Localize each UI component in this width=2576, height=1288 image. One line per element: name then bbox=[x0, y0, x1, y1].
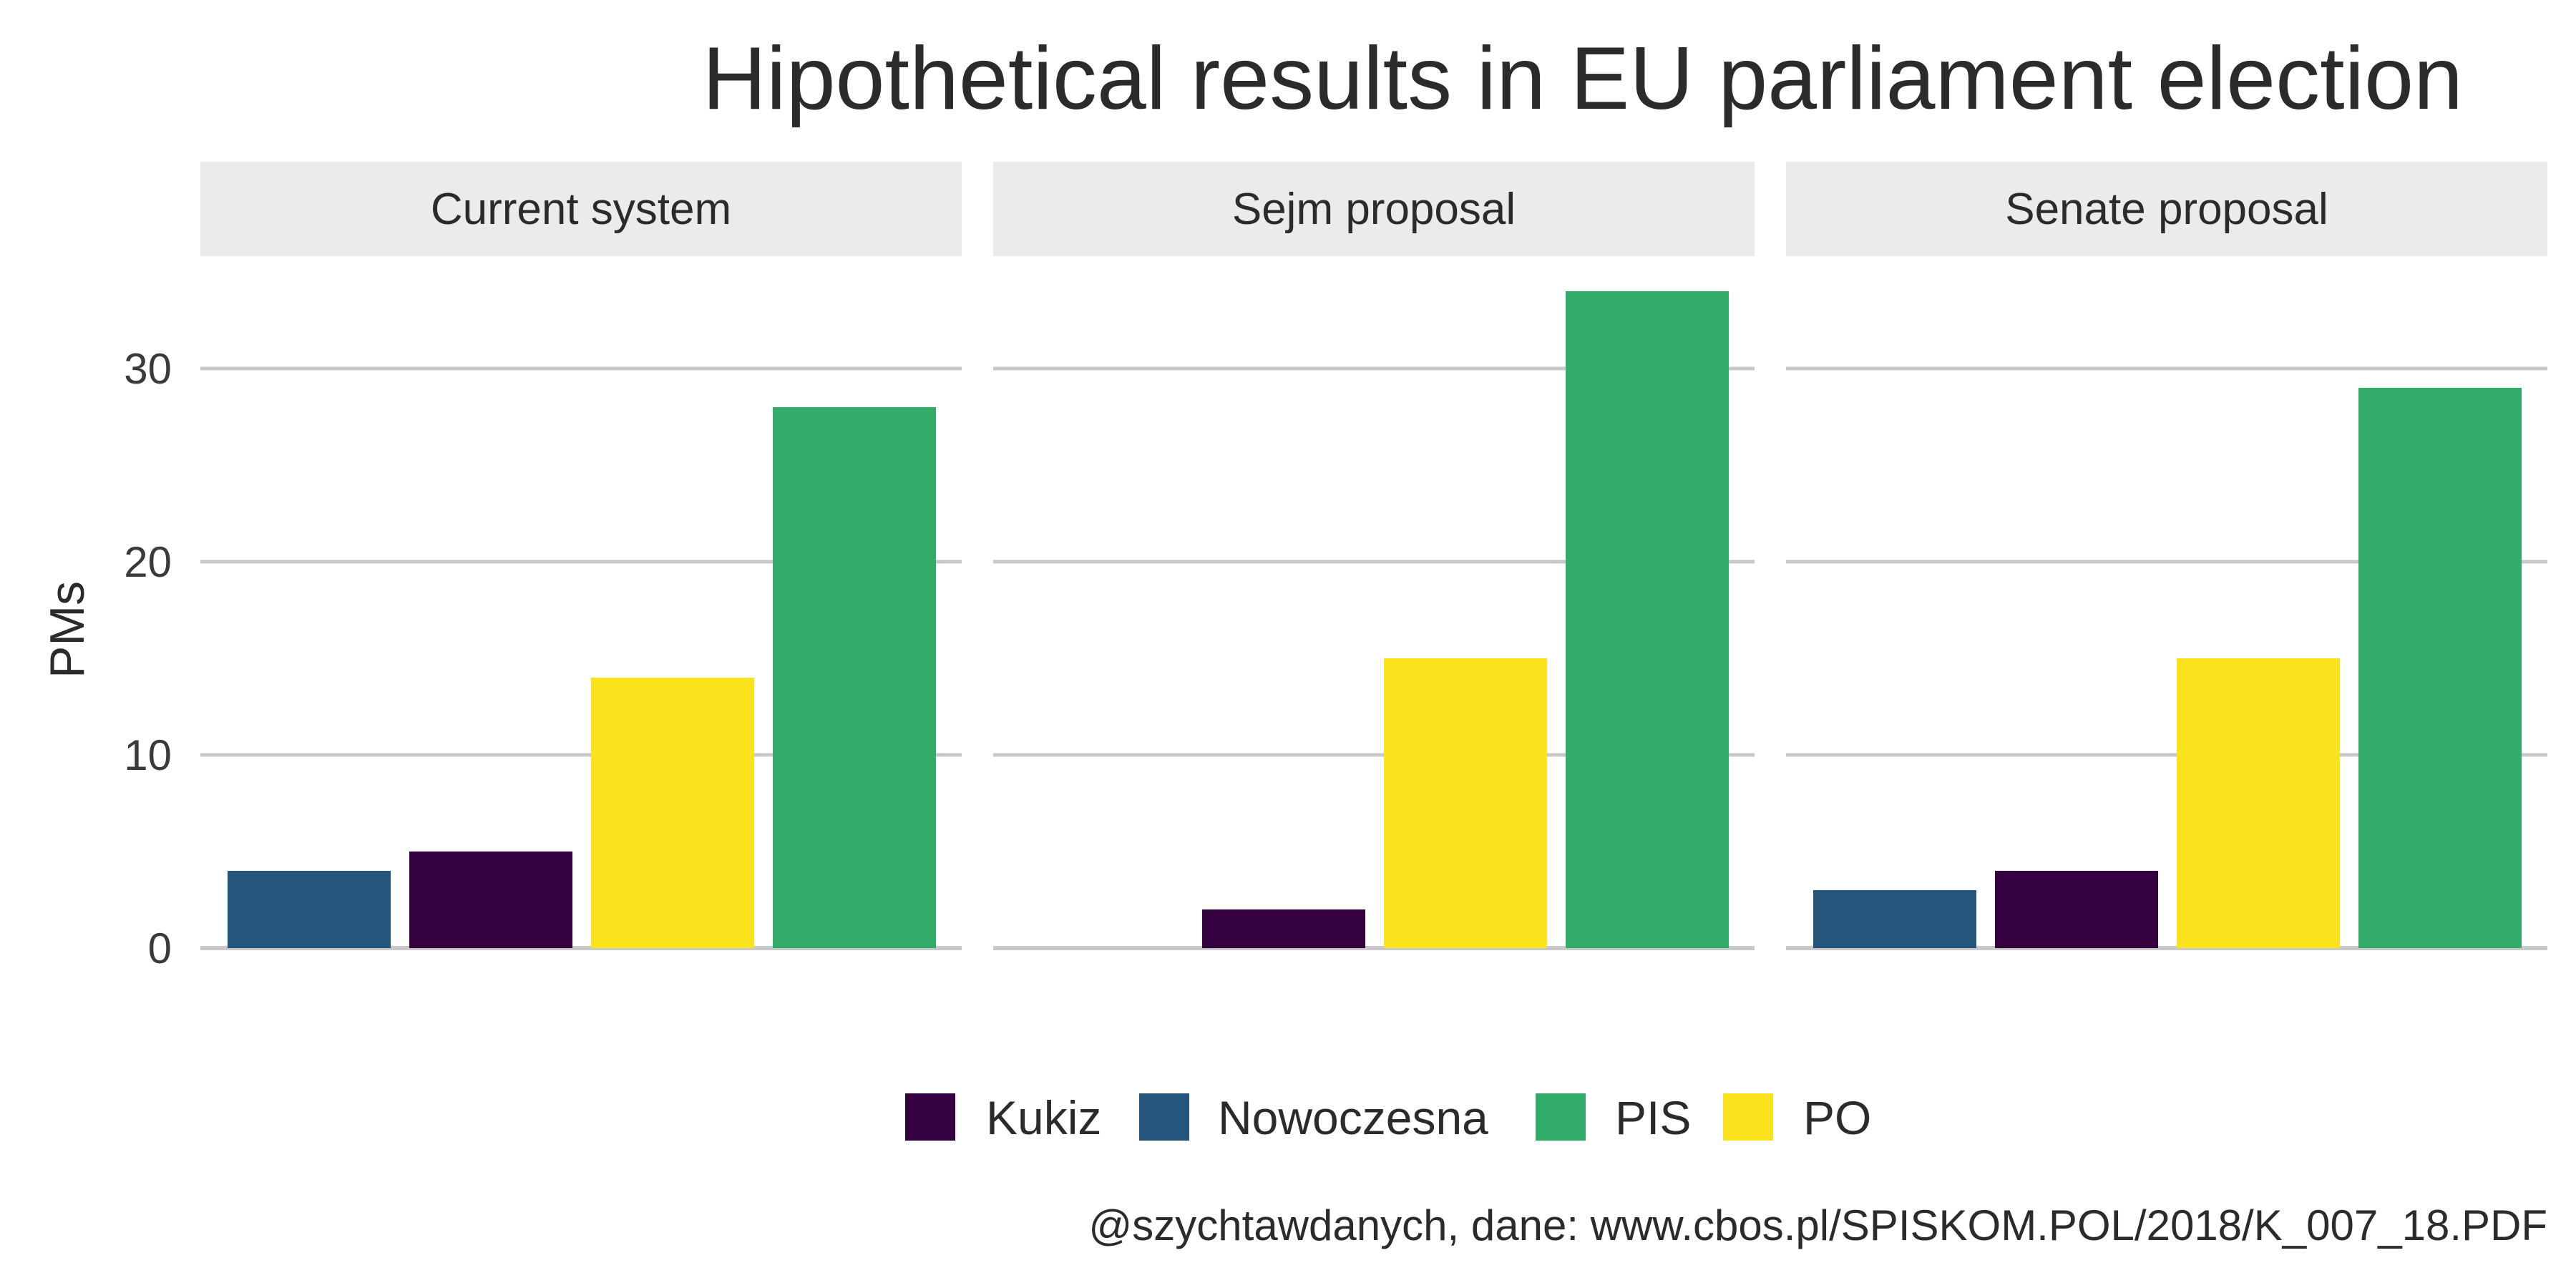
legend-swatch-kukiz bbox=[905, 1093, 955, 1141]
legend-swatch-po bbox=[1723, 1093, 1773, 1141]
caption: @szychtawdanych, dane: www.cbos.pl/SPISK… bbox=[1088, 1201, 2547, 1249]
bar-sejm-proposal-kukiz bbox=[1202, 909, 1365, 948]
legend-swatch-pis bbox=[1536, 1093, 1586, 1141]
y-axis: 0 10 20 30 PMs bbox=[40, 345, 172, 972]
bar-sejm-proposal-pis bbox=[1566, 291, 1729, 948]
facet-panels: Current system Sejm proposal Senate propos… bbox=[200, 162, 2547, 950]
legend-label-kukiz: Kukiz bbox=[986, 1091, 1101, 1144]
legend-label-nowoczesna: Nowoczesna bbox=[1218, 1091, 1488, 1144]
legend: Kukiz Nowoczesna PIS PO bbox=[905, 1091, 1871, 1144]
legend-label-pis: PIS bbox=[1615, 1091, 1691, 1144]
facet-strip-current-system bbox=[200, 162, 962, 256]
y-tick-label-20: 20 bbox=[124, 538, 172, 586]
facet-label-current-system: Current system bbox=[431, 185, 731, 234]
chart-title: Hipothetical results in EU parliament el… bbox=[702, 29, 2463, 128]
y-tick-label-30: 30 bbox=[124, 345, 172, 393]
bar-senate-proposal-pis bbox=[2358, 388, 2522, 948]
y-axis-title: PMs bbox=[40, 581, 94, 678]
facet-strip-senate-proposal bbox=[1786, 162, 2547, 256]
legend-swatch-nowoczesna bbox=[1139, 1093, 1189, 1141]
facet-label-senate-proposal: Senate proposal bbox=[2005, 185, 2328, 234]
y-tick-label-0: 0 bbox=[148, 924, 172, 972]
facet-strip-sejm-proposal bbox=[993, 162, 1755, 256]
bar-current-system-pis bbox=[773, 407, 936, 948]
bar-senate-proposal-po bbox=[2177, 658, 2340, 948]
legend-label-po: PO bbox=[1803, 1091, 1871, 1144]
facet-label-sejm-proposal: Sejm proposal bbox=[1232, 185, 1516, 234]
bar-current-system-po bbox=[591, 678, 754, 948]
y-tick-label-10: 10 bbox=[124, 731, 172, 779]
bar-current-system-kukiz bbox=[409, 852, 572, 948]
bar-sejm-proposal-po bbox=[1384, 658, 1547, 948]
bar-current-system-nowoczesna bbox=[228, 871, 391, 948]
bar-senate-proposal-kukiz bbox=[1995, 871, 2158, 948]
bar-senate-proposal-nowoczesna bbox=[1813, 890, 1976, 948]
